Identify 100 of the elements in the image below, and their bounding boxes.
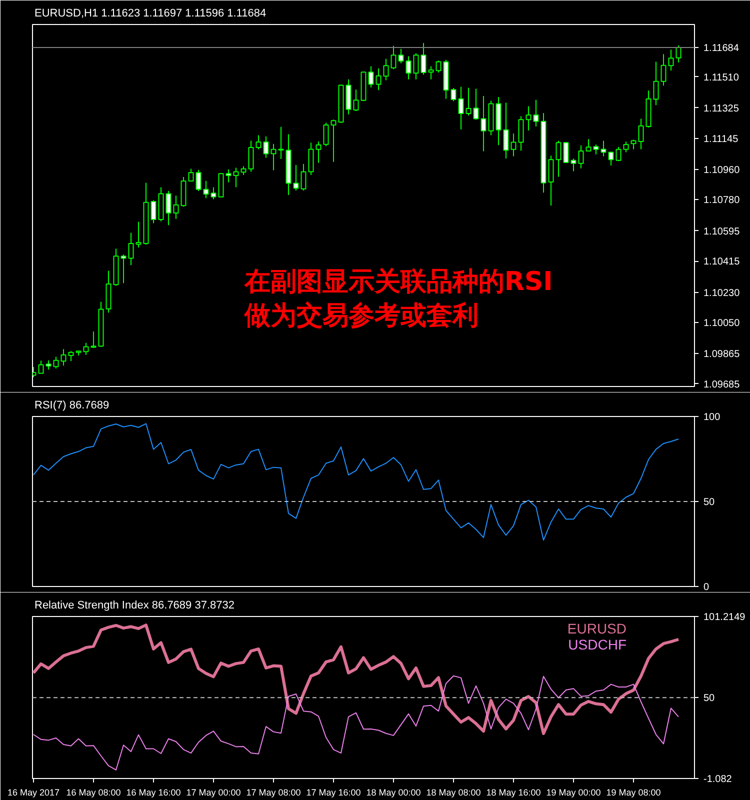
candlestick [46,360,52,370]
candlestick [330,119,336,162]
line-series [32,624,680,736]
x-tick-label: 17 May 00:00 [186,788,241,798]
candlestick [38,360,44,374]
y-tick-label: 1.10415 [704,256,740,268]
candlestick [128,232,134,266]
candlestick [136,221,142,248]
candlestick [593,144,599,155]
candlestick [630,139,636,150]
candlestick [278,126,284,160]
candlestick [660,54,666,86]
candlestick [83,342,89,356]
candlestick [616,146,622,162]
candlestick [68,350,74,362]
y-tick-label: 1.09685 [704,379,740,390]
candlestick [420,42,426,76]
candlestick [638,118,644,150]
candlestick [203,180,209,199]
candlestick [450,87,456,102]
candlestick [398,48,404,64]
candlestick [510,133,516,157]
y-tick-label: 1.10780 [704,195,740,206]
candlestick [188,168,194,182]
x-tick-label: 18 May 08:00 [426,788,481,798]
y-tick-label: 1.11510 [704,72,740,84]
y-tick-label: 1.10595 [704,226,740,238]
candlestick [570,158,576,172]
candlestick [413,52,419,80]
y-tick-label: 1.11145 [704,134,739,145]
candlestick [428,66,434,80]
annotation: 做为交易参考或套利 [243,301,478,332]
y-tick-label: 1.11325 [704,103,740,114]
candlestick [293,164,299,191]
candlestick [533,99,539,127]
line-series [33,675,679,770]
candlestick [600,140,606,157]
x-tick-label: 18 May 00:00 [366,788,421,798]
candlestick [53,356,59,369]
x-tick-label: 18 May 16:00 [486,788,541,798]
y-tick-label: 50 [704,497,716,508]
y-tick-label: 101.2149 [704,612,746,623]
x-tick-label: 16 May 08:00 [66,788,121,798]
candlestick [668,49,674,72]
x-tick-label: 17 May 16:00 [306,788,361,798]
candlestick [353,89,359,112]
candlestick [473,88,479,120]
x-tick-label: 17 May 08:00 [246,788,301,798]
candlestick [218,172,224,198]
candlestick [383,58,389,81]
candlestick [90,330,96,348]
y-tick-label: -1.082 [704,774,732,785]
candlestick [578,144,584,169]
candlestick [60,348,66,366]
y-tick-label: 1.10230 [704,288,740,299]
candlestick [623,141,629,153]
candlestick [300,164,306,191]
candlestick [233,167,239,188]
candlestick [436,60,442,73]
candlestick [390,45,396,70]
candlestick [503,102,509,159]
candlestick [563,142,569,163]
candlestick [556,140,562,178]
candlestick [196,169,202,192]
y-tick-label: 1.09865 [704,349,740,360]
candlestick [653,61,659,106]
y-tick-label: 100 [704,412,721,423]
y-tick-label: 1.10050 [704,318,740,330]
candlestick [120,254,126,284]
candlestick [226,168,232,183]
candlestick [270,143,276,171]
candlestick [166,190,172,226]
chart-title: EURUSD,H1 1.11623 1.11697 1.11596 1.11684 [34,8,266,20]
candlestick [173,195,179,220]
candlestick [586,138,592,152]
candlestick [150,200,156,224]
x-tick-label: 16 May 16:00 [126,788,181,798]
y-tick-label: 50 [704,693,716,704]
candlestick [676,44,682,63]
x-tick-label: 19 May 08:00 [606,788,661,798]
x-tick-label: 19 May 00:00 [546,788,601,798]
candlestick [376,68,382,91]
candlestick [316,140,322,164]
candlestick [210,186,216,200]
ref-line-label: 1.11684 [704,43,740,54]
candlestick [308,142,314,176]
text: USDCHF [568,636,627,652]
chart-title: Relative Strength Index 86.7689 37.8732 [34,600,234,612]
chart-title: RSI(7) 86.7689 [34,400,110,412]
annotation: 在副图显示关联品种的RSI [243,267,553,298]
candlestick [323,122,329,147]
candlestick [406,56,412,80]
candlestick [526,106,532,132]
candlestick [368,66,374,88]
line-series [33,423,679,541]
y-tick-label: 1.10960 [704,164,740,176]
y-tick-label: 0 [704,582,710,593]
candlestick [256,134,262,150]
candlestick [518,116,524,152]
candlestick [248,140,254,172]
